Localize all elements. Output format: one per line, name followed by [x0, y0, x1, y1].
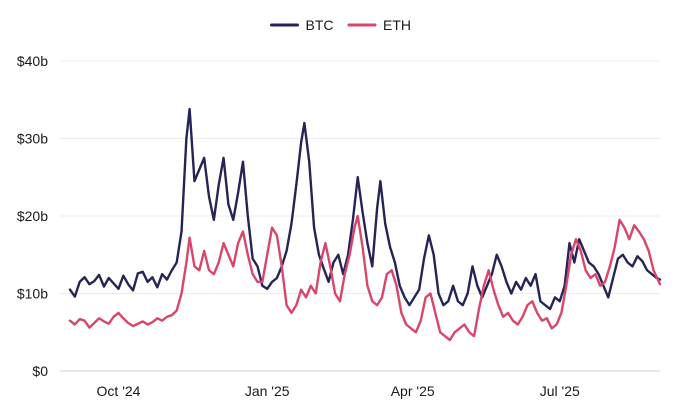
y-tick-label: $40b — [17, 53, 48, 69]
series-line-eth — [68, 214, 662, 342]
y-tick-label: $20b — [17, 208, 48, 224]
series-line-btc — [68, 107, 662, 311]
legend-label-btc: BTC — [306, 17, 334, 33]
x-tick-label: Apr '25 — [391, 383, 435, 399]
x-tick-label: Jul '25 — [540, 383, 580, 399]
y-tick-label: $30b — [17, 131, 48, 147]
y-axis: $0 $10b $20b $30b $40b — [17, 53, 48, 379]
x-axis: Oct '24 Jan '25 Apr '25 Jul '25 — [97, 383, 580, 399]
grid-lines — [60, 60, 660, 372]
legend: BTC ETH — [270, 17, 411, 33]
y-tick-label: $10b — [17, 286, 48, 302]
x-tick-label: Jan '25 — [245, 383, 290, 399]
series-group — [68, 107, 662, 342]
x-tick-label: Oct '24 — [97, 383, 141, 399]
legend-label-eth: ETH — [383, 17, 411, 33]
y-tick-label: $0 — [32, 363, 48, 379]
